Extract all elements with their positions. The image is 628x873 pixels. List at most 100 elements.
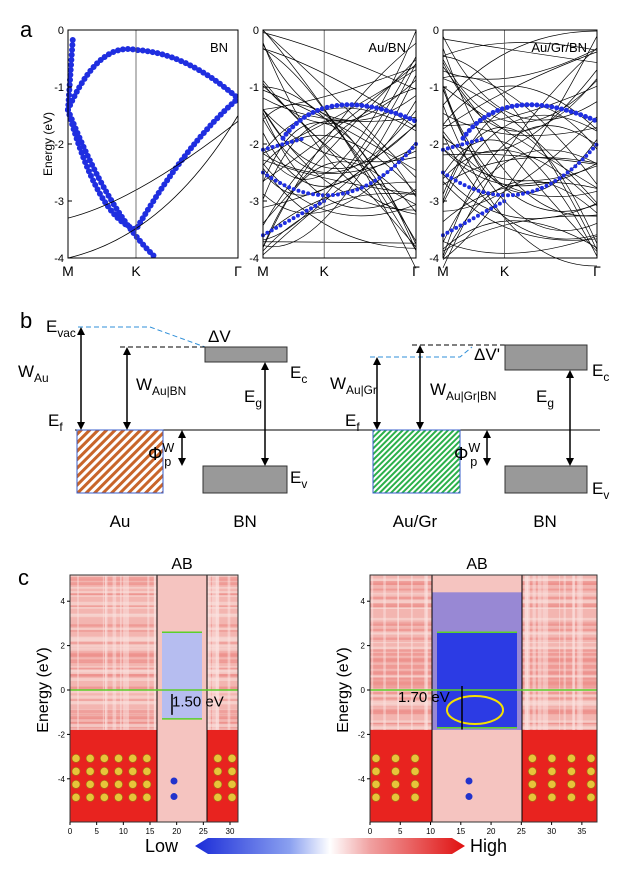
- arrow-head: [178, 430, 186, 466]
- x-tick-label: 15: [146, 827, 155, 836]
- gap-label: 1.70 eV: [398, 689, 450, 706]
- x-tick-label: K: [131, 263, 141, 279]
- band: [442, 30, 598, 106]
- heatmap: [369, 574, 598, 823]
- band: [262, 80, 417, 205]
- atom: [100, 793, 109, 802]
- e-v: Ev: [290, 468, 307, 491]
- w-au: WAu: [18, 362, 49, 385]
- band-plot: [65, 29, 241, 261]
- atom: [567, 780, 576, 789]
- y-tick-label: -1: [429, 82, 439, 94]
- colorbar-low: Low: [145, 836, 179, 856]
- y-tick-label: 4: [61, 597, 66, 606]
- atom: [410, 793, 420, 802]
- band: [442, 181, 598, 241]
- x-tick-label: Γ: [412, 263, 420, 279]
- w-au-bn-sub: Au|BN: [152, 384, 186, 398]
- stripe: [537, 575, 542, 822]
- e-c-sub: c: [603, 370, 609, 384]
- delta-v: ΔV: [208, 327, 231, 346]
- stripe: [112, 575, 117, 822]
- atom: [528, 793, 537, 802]
- x-tick-label: 25: [199, 827, 208, 836]
- band: [262, 134, 417, 193]
- x-tick-label: 5: [94, 827, 99, 836]
- band: [65, 32, 76, 113]
- band: [442, 220, 598, 250]
- atom: [391, 780, 400, 789]
- y-tick-label: -1: [249, 82, 259, 94]
- atom: [586, 754, 596, 763]
- band: [442, 173, 598, 220]
- x-tick-label: 30: [547, 827, 556, 836]
- band: [442, 51, 598, 130]
- w-au-bn: WAu|BN: [136, 375, 186, 398]
- stripe: [579, 575, 583, 822]
- band: [441, 142, 599, 198]
- band: [442, 149, 598, 243]
- y-tick-label: 0: [433, 25, 439, 37]
- atom: [586, 780, 596, 789]
- w-au-base: W: [18, 362, 34, 381]
- band: [65, 106, 159, 261]
- plot-title: BN: [210, 40, 228, 55]
- band: [442, 127, 598, 244]
- phi-base: Φ: [148, 444, 162, 464]
- atom: [128, 754, 138, 763]
- x-tick-label: 10: [119, 827, 128, 836]
- x-tick-label: 5: [398, 827, 403, 836]
- panel-label: b: [20, 308, 32, 333]
- phi-sup: W: [468, 441, 480, 455]
- band: [261, 136, 307, 152]
- stripe: [532, 575, 536, 822]
- band: [442, 48, 598, 80]
- band: [262, 193, 417, 252]
- atom: [213, 793, 223, 802]
- atom-n: [170, 777, 178, 785]
- band: [262, 30, 417, 180]
- atom: [586, 793, 596, 802]
- atom: [71, 793, 81, 802]
- band: [442, 47, 598, 269]
- band: [442, 215, 598, 252]
- e-c: Ec: [592, 361, 609, 384]
- band: [262, 48, 417, 269]
- y-tick-label: -2: [429, 139, 439, 151]
- y-tick-label: -4: [54, 253, 64, 265]
- metal-box: [372, 429, 461, 494]
- e-f-sub: f: [356, 420, 360, 434]
- stripe: [123, 575, 126, 822]
- atom: [114, 793, 123, 802]
- band: [442, 134, 598, 240]
- band: [262, 74, 417, 248]
- w-au-gr: WAu|Gr: [330, 374, 377, 397]
- atom: [567, 754, 576, 763]
- atom-n: [465, 793, 473, 801]
- y-tick-label: 0: [253, 25, 259, 37]
- e-c-base: E: [592, 361, 603, 380]
- atom: [371, 780, 381, 789]
- band: [67, 115, 239, 259]
- x-tick-label: 35: [577, 827, 586, 836]
- band: [442, 149, 598, 207]
- atom: [128, 780, 138, 789]
- atom: [114, 754, 123, 763]
- y-tick-label: 4: [361, 597, 366, 606]
- band: [442, 113, 598, 136]
- stripe: [397, 575, 399, 822]
- atom: [227, 754, 237, 763]
- y-axis-label: Energy (eV): [335, 647, 352, 732]
- band: [262, 168, 417, 249]
- metal-label: Au/Gr: [393, 512, 438, 531]
- stripe: [153, 575, 156, 822]
- e-c-base: E: [290, 363, 301, 382]
- y-tick-label: -3: [54, 196, 64, 208]
- x-tick-label: 10: [426, 827, 435, 836]
- atom: [100, 754, 109, 763]
- band: [442, 104, 598, 267]
- e-vac-sub: vac: [57, 326, 76, 340]
- stripe: [102, 575, 104, 822]
- y-tick-label: -3: [249, 196, 259, 208]
